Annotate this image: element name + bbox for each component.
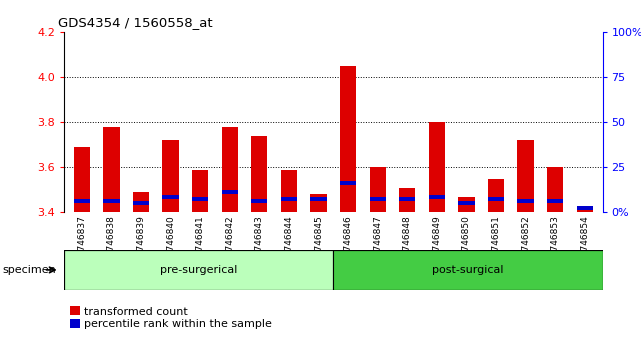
Bar <box>547 167 563 212</box>
Bar <box>310 194 327 212</box>
Bar <box>340 181 356 185</box>
Bar <box>340 66 356 212</box>
Bar <box>133 192 149 212</box>
Bar <box>333 250 603 290</box>
Bar <box>64 250 333 290</box>
Bar <box>192 197 208 201</box>
Bar <box>577 210 593 212</box>
Bar <box>74 199 90 203</box>
Bar <box>399 188 415 212</box>
Bar <box>162 195 179 199</box>
Bar <box>370 197 386 201</box>
Bar <box>192 170 208 212</box>
Bar <box>517 199 534 203</box>
Bar <box>103 127 120 212</box>
Bar <box>310 197 327 201</box>
Legend: transformed count, percentile rank within the sample: transformed count, percentile rank withi… <box>70 307 272 330</box>
Bar <box>251 136 267 212</box>
Bar <box>281 170 297 212</box>
Bar <box>281 197 297 201</box>
Bar <box>458 196 474 212</box>
Bar <box>429 122 445 212</box>
Bar <box>458 201 474 205</box>
Bar <box>162 140 179 212</box>
Bar <box>577 206 593 210</box>
Bar <box>251 199 267 203</box>
Bar <box>222 127 238 212</box>
Bar <box>547 199 563 203</box>
Bar <box>488 197 504 201</box>
Bar <box>103 199 120 203</box>
Bar <box>429 195 445 199</box>
Bar <box>133 201 149 205</box>
Text: post-surgical: post-surgical <box>432 265 504 275</box>
Bar <box>399 197 415 201</box>
Bar <box>517 140 534 212</box>
Text: GDS4354 / 1560558_at: GDS4354 / 1560558_at <box>58 16 212 29</box>
Bar <box>74 147 90 212</box>
Bar <box>222 190 238 194</box>
Bar <box>488 178 504 212</box>
Bar <box>370 167 386 212</box>
Text: specimen: specimen <box>2 265 56 275</box>
Text: pre-surgerical: pre-surgerical <box>160 265 237 275</box>
